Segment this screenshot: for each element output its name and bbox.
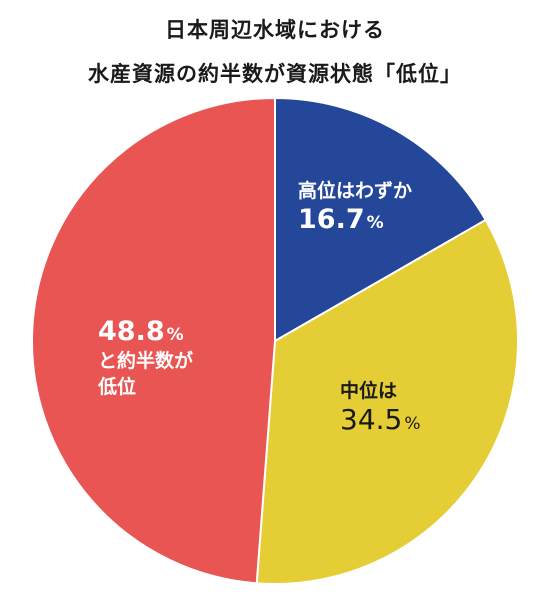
slice-unit-low: %	[166, 325, 184, 345]
slice-label-low: 48.8% と約半数が 低位	[98, 316, 193, 400]
slice-label-mid: 中位は 34.5%	[340, 378, 421, 436]
slice-name-low-line-1: と約半数が	[98, 350, 194, 372]
chart-title-line-1: 日本周辺水域における	[165, 18, 385, 42]
slice-unit-mid: %	[404, 414, 421, 434]
slice-value-high: 16.7	[298, 204, 365, 235]
slice-label-high: 高位はわずか 16.7%	[298, 178, 412, 236]
pie-slice-high	[274, 96, 488, 343]
pie-slice-low	[31, 96, 276, 585]
chart-title-line-2: 水産資源の約半数が資源状態「低位」	[88, 62, 462, 86]
slice-name-mid: 中位は	[340, 380, 398, 402]
pie-slice-mid	[255, 218, 519, 585]
slice-name-high: 高位はわずか	[298, 180, 413, 202]
slice-unit-high: %	[366, 213, 384, 233]
slice-value-low: 48.8	[98, 316, 165, 347]
slice-value-mid: 34.5	[340, 403, 403, 436]
slice-name-low-line-2: 低位	[98, 376, 137, 398]
